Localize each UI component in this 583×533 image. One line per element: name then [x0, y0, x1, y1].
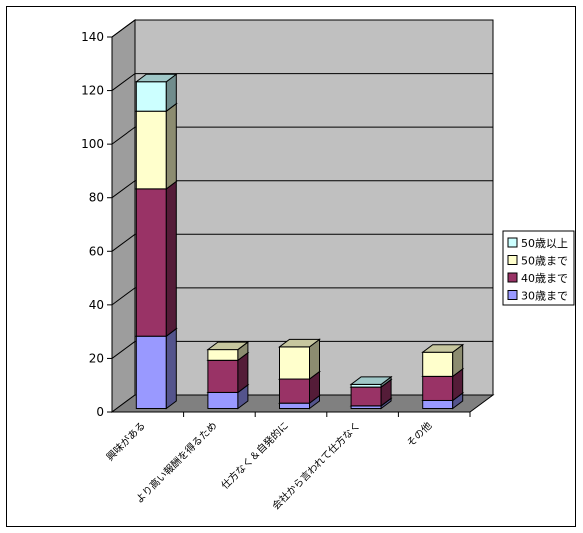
- bar-front: [135, 110, 167, 190]
- legend-swatch: [507, 255, 518, 265]
- legend-item: 40歳まで: [507, 272, 568, 285]
- bar-segment: [134, 73, 178, 113]
- bar-stack: [134, 73, 178, 410]
- bar-top: [421, 344, 465, 353]
- back-wall: [134, 19, 494, 396]
- axes: [107, 36, 471, 417]
- legend-item: 30歳まで: [507, 290, 568, 303]
- legend-label: 50歳まで: [521, 255, 568, 268]
- bar-side: [165, 102, 177, 190]
- gridline: [111, 126, 493, 145]
- bar-segment: [278, 338, 321, 381]
- bar-front: [135, 188, 167, 337]
- bar-stack: [206, 341, 250, 410]
- x-tick-label: 仕方なく＆自発的に: [218, 419, 291, 492]
- bar-front: [279, 378, 310, 404]
- y-tick-label: 40: [89, 298, 104, 312]
- legend-item: 50歳以上: [507, 237, 568, 250]
- y-tick-label: 80: [89, 191, 104, 205]
- bar-segment: [134, 102, 178, 190]
- bar-stack: [421, 343, 465, 410]
- bar-top: [134, 73, 178, 83]
- y-tick-label: 100: [81, 137, 104, 151]
- bar-segment: [349, 378, 393, 407]
- bar-segment: [134, 327, 178, 410]
- bar-top: [349, 376, 393, 385]
- side-wall: [111, 19, 136, 413]
- gridline: [111, 233, 493, 252]
- gridline: [111, 287, 493, 306]
- x-tick-label: その他: [404, 419, 434, 449]
- y-tick-label: 20: [89, 351, 104, 365]
- legend-swatch: [507, 237, 518, 248]
- bar-front: [279, 346, 310, 380]
- bar-segment: [134, 180, 178, 338]
- bar-top: [206, 341, 250, 351]
- bar-side: [165, 180, 177, 338]
- legend-swatch: [507, 272, 518, 283]
- bar-segment: [421, 343, 465, 378]
- plot-wall: [111, 19, 494, 413]
- y-tick-label: 120: [81, 84, 104, 98]
- grid-lines: [111, 19, 493, 359]
- x-tick-label: より高い報酬を得るため: [133, 419, 220, 506]
- bar-stack: [278, 338, 321, 410]
- legend-label: 50歳以上: [521, 237, 568, 250]
- bar-front: [135, 335, 167, 409]
- legend-swatch: [507, 290, 518, 300]
- gridline: [111, 340, 493, 359]
- bar-segment: [206, 341, 250, 362]
- bar-front: [207, 349, 239, 361]
- bar-front: [422, 399, 454, 410]
- bar-front: [422, 351, 454, 377]
- bar-front: [135, 81, 167, 112]
- legend-label: 30歳まで: [521, 290, 568, 303]
- bar-side: [165, 327, 177, 410]
- gridline: [111, 73, 493, 91]
- legend-item: 50歳まで: [507, 255, 568, 268]
- bar-front: [350, 386, 382, 407]
- bars: [134, 73, 465, 410]
- bar-front: [422, 375, 454, 401]
- gridline: [111, 180, 493, 199]
- legend: 50歳以上 50歳まで 40歳まで 30歳まで: [502, 230, 575, 306]
- y-tick-labels: 0 20 40 60 80 100 120 140: [81, 30, 104, 419]
- y-tick-label: 0: [96, 405, 104, 419]
- bar-stack: [349, 375, 393, 410]
- gridline: [111, 19, 493, 38]
- y-tick-label: 140: [81, 30, 104, 44]
- bar-top: [278, 338, 321, 348]
- bar-front: [207, 391, 239, 409]
- bar-segment: [349, 375, 393, 389]
- bar-front: [279, 402, 310, 409]
- x-tick-label: 興味がある: [103, 419, 148, 464]
- y-tick-label: 60: [89, 244, 104, 258]
- bar-front: [207, 359, 239, 393]
- legend-label: 40歳まで: [521, 272, 568, 285]
